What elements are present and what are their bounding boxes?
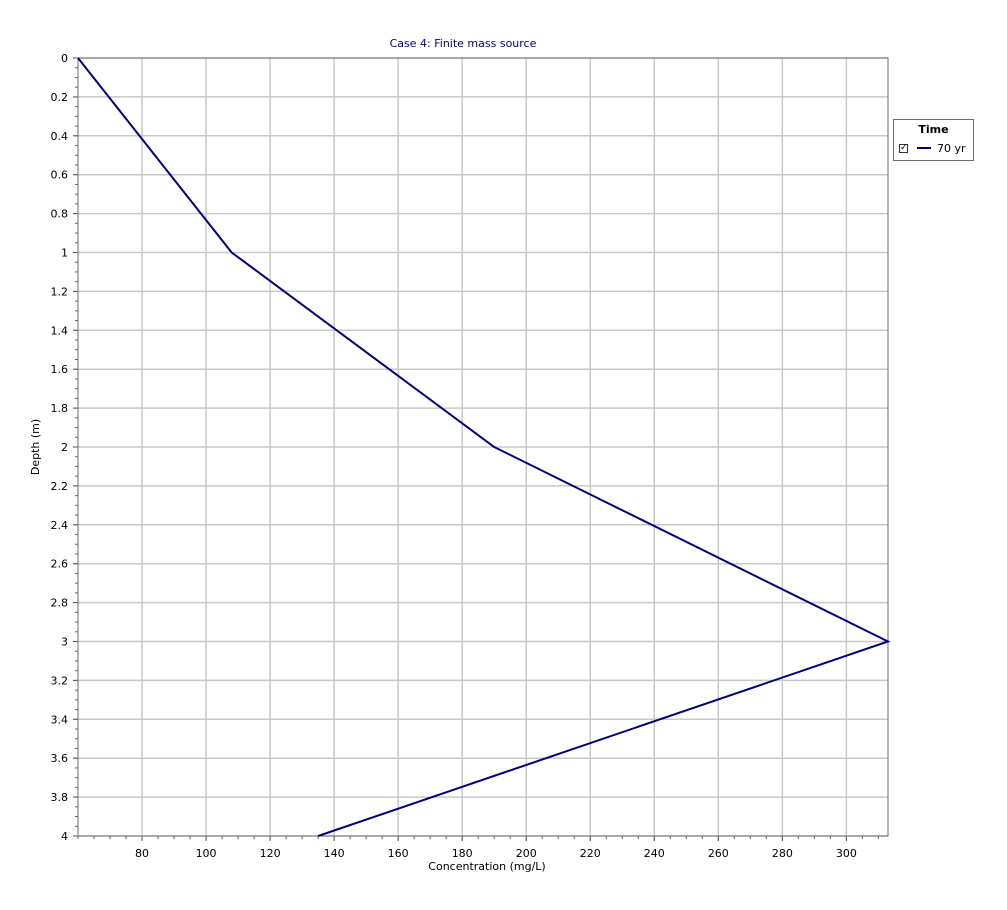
chart-title: Case 4: Finite mass source [390,37,537,50]
x-tick-label: 260 [708,847,729,860]
x-tick-label: 180 [452,847,473,860]
y-tick-label: 2.6 [51,558,69,571]
x-tick-label: 300 [836,847,857,860]
x-tick-label: 120 [260,847,281,860]
legend-item[interactable]: ✓ 70 yr [899,141,966,155]
y-tick-label: 1.6 [51,363,69,376]
y-tick-label: 3.2 [51,674,69,687]
y-tick-label: 0.2 [51,91,69,104]
series [77,57,891,837]
grid [78,57,888,837]
y-tick-label: 0.6 [51,169,69,182]
y-tick-label: 1.2 [51,285,69,298]
y-tick-label: 1.4 [51,324,69,337]
x-tick-label: 100 [196,847,217,860]
y-tick-label: 1.8 [51,402,69,415]
y-tick-label: 2.4 [51,519,69,532]
x-axis-title: Concentration (mg/L) [428,860,545,873]
legend-label: 70 yr [937,141,966,155]
series-line [77,57,891,837]
y-tick-label: 4 [61,830,68,843]
x-tick-label: 200 [516,847,537,860]
y-tick-label: 2 [61,441,68,454]
x-tick-label: 240 [644,847,665,860]
y-tick-label: 2.2 [51,480,69,493]
x-tick-label: 80 [135,847,149,860]
legend-checkbox[interactable]: ✓ [899,142,908,153]
y-tick-label: 2.8 [51,597,69,610]
x-tick-label: 280 [772,847,793,860]
y-tick-label: 0.8 [51,208,69,221]
y-tick-label: 3 [61,636,68,649]
legend: Time ✓ 70 yr [893,119,974,161]
y-tick-label: 3.6 [51,752,69,765]
y-tick-label: 0.4 [51,130,69,143]
x-tick-label: 160 [388,847,409,860]
axis-ticks: 80 100 120 140 160 180 200 220 240 260 280 300 0 0.2 0… [51,52,879,860]
y-tick-label: 1 [61,247,68,260]
legend-title: Time [918,123,949,136]
x-tick-label: 220 [580,847,601,860]
y-axis-title: Depth (m) [29,419,42,475]
x-tick-label: 140 [324,847,345,860]
legend-swatch [917,147,931,149]
y-tick-label: 0 [61,52,68,65]
y-tick-label: 3.4 [51,713,69,726]
y-tick-label: 3.8 [51,791,69,804]
